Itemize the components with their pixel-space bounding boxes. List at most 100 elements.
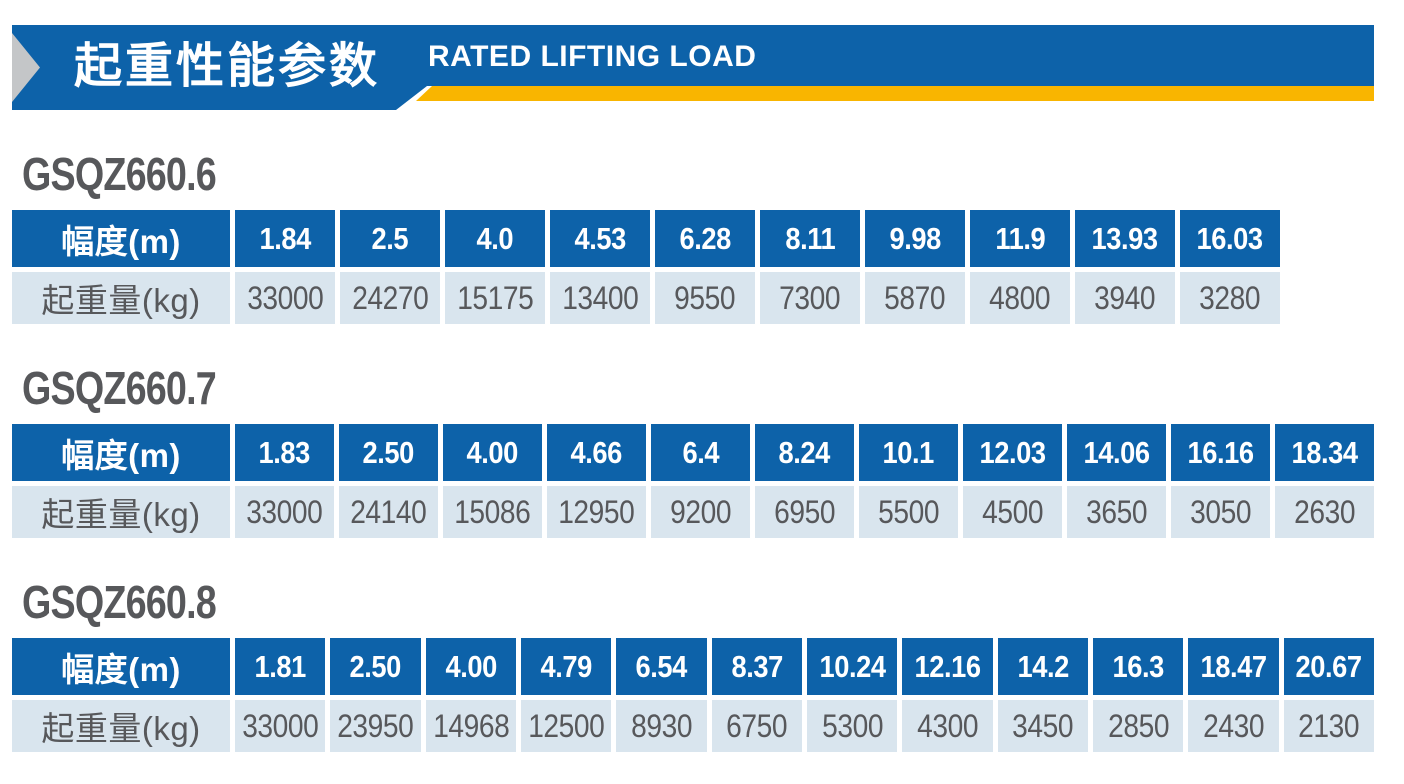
load-row-label-text: 起重量(kg) bbox=[41, 496, 201, 533]
load-value: 3280 bbox=[1199, 279, 1261, 316]
load-value: 9200 bbox=[670, 493, 731, 530]
load-value: 2850 bbox=[1107, 707, 1169, 744]
radius-value: 2.5 bbox=[371, 220, 409, 256]
load-cell: 8930 bbox=[616, 700, 707, 752]
radius-value: 2.50 bbox=[362, 434, 415, 470]
load-cell: 33000 bbox=[235, 272, 335, 324]
radius-row-label-text: 幅度(m) bbox=[61, 436, 181, 474]
radius-value: 12.16 bbox=[914, 648, 981, 684]
radius-value: 12.03 bbox=[979, 434, 1046, 470]
load-cell: 6950 bbox=[755, 486, 854, 538]
model-title: GSQZ660.6 bbox=[22, 148, 217, 200]
load-cell: 4300 bbox=[902, 700, 993, 752]
radius-cell: 2.5 bbox=[340, 210, 440, 267]
model-section-GSQZ660.7: GSQZ660.7 幅度(m) 1.83 2.50 4.00 4.66 6.4 8.24 10.… bbox=[12, 362, 1392, 538]
radius-value: 20.67 bbox=[1295, 648, 1363, 684]
radius-cell: 1.84 bbox=[235, 210, 335, 267]
radius-cell: 4.79 bbox=[520, 638, 612, 695]
load-value: 12950 bbox=[558, 493, 635, 530]
load-value: 3940 bbox=[1094, 279, 1156, 316]
load-cell: 33000 bbox=[235, 700, 326, 752]
radius-value: 4.00 bbox=[445, 648, 497, 684]
load-cell: 2130 bbox=[1283, 700, 1374, 752]
model-section-GSQZ660.8: GSQZ660.8 幅度(m) 1.81 2.50 4.00 4.79 6.54 8.37 10… bbox=[12, 579, 1392, 752]
load-cell: 3280 bbox=[1180, 272, 1280, 324]
load-value: 2430 bbox=[1202, 707, 1264, 744]
load-cell: 2630 bbox=[1275, 486, 1374, 538]
radius-value: 4.79 bbox=[540, 648, 592, 684]
load-cell: 5500 bbox=[859, 486, 958, 538]
load-cell: 3450 bbox=[997, 700, 1088, 752]
load-cell: 5300 bbox=[806, 700, 898, 752]
load-value: 3450 bbox=[1012, 707, 1074, 744]
radius-row-label: 幅度(m) bbox=[12, 424, 230, 481]
section-header-banner: 起重性能参数 RATED LIFTING LOAD bbox=[12, 25, 1374, 110]
radius-cell: 12.16 bbox=[902, 638, 993, 695]
radius-row-label: 幅度(m) bbox=[12, 638, 230, 695]
load-value: 6950 bbox=[774, 493, 835, 530]
load-cell: 23950 bbox=[330, 700, 421, 752]
load-value: 15175 bbox=[456, 279, 534, 316]
load-cell: 33000 bbox=[235, 486, 334, 538]
radius-cell: 8.37 bbox=[711, 638, 802, 695]
lifting-load-table: 幅度(m) 1.83 2.50 4.00 4.66 6.4 8.24 10.1 12.03 14.… bbox=[12, 424, 1374, 538]
load-value: 6750 bbox=[726, 707, 788, 744]
radius-row: 幅度(m) 1.81 2.50 4.00 4.79 6.54 8.37 10.24 12.16 1… bbox=[12, 638, 1374, 695]
radius-cell: 16.16 bbox=[1171, 424, 1270, 481]
model-section-GSQZ660.6: GSQZ660.6 幅度(m) 1.84 2.5 4.0 4.53 6.28 8.11 9.98… bbox=[12, 148, 1392, 324]
load-value: 13400 bbox=[561, 279, 639, 316]
load-value: 4800 bbox=[989, 279, 1051, 316]
load-value: 7300 bbox=[779, 279, 841, 316]
load-cell: 24270 bbox=[340, 272, 440, 324]
load-row: 起重量(kg) 33000 24140 15086 12950 9200 6950 5500 4… bbox=[12, 486, 1374, 538]
yellow-accent-stripe bbox=[416, 86, 1374, 101]
load-value: 5300 bbox=[821, 707, 883, 744]
section-title-chinese: 起重性能参数 bbox=[74, 40, 381, 93]
model-sections: GSQZ660.6 幅度(m) 1.84 2.5 4.0 4.53 6.28 8.11 9.98… bbox=[12, 110, 1392, 752]
radius-cell: 9.98 bbox=[865, 210, 965, 267]
radius-value: 2.50 bbox=[349, 648, 402, 684]
radius-value: 18.34 bbox=[1291, 434, 1358, 470]
radius-cell: 4.0 bbox=[445, 210, 545, 267]
load-cell: 9200 bbox=[651, 486, 750, 538]
load-cell: 3940 bbox=[1075, 272, 1175, 324]
radius-cell: 4.66 bbox=[547, 424, 646, 481]
load-value: 12500 bbox=[528, 707, 605, 744]
radius-cell: 10.1 bbox=[859, 424, 958, 481]
radius-value: 9.98 bbox=[889, 220, 941, 256]
radius-cell: 8.11 bbox=[760, 210, 860, 267]
load-value: 9550 bbox=[674, 279, 736, 316]
load-row-label: 起重量(kg) bbox=[12, 700, 230, 752]
radius-cell: 14.06 bbox=[1067, 424, 1166, 481]
model-title: GSQZ660.7 bbox=[22, 362, 217, 414]
lifting-load-table: 幅度(m) 1.84 2.5 4.0 4.53 6.28 8.11 9.98 11.9 13.93… bbox=[12, 210, 1280, 324]
load-cell: 7300 bbox=[760, 272, 860, 324]
radius-value: 4.0 bbox=[476, 220, 514, 256]
load-value: 23950 bbox=[337, 707, 414, 744]
radius-cell: 13.93 bbox=[1075, 210, 1175, 267]
radius-cell: 18.34 bbox=[1275, 424, 1374, 481]
radius-row: 幅度(m) 1.84 2.5 4.0 4.53 6.28 8.11 9.98 11.9 13.93… bbox=[12, 210, 1280, 267]
radius-cell: 10.24 bbox=[806, 638, 898, 695]
radius-cell: 20.67 bbox=[1283, 638, 1374, 695]
load-cell: 14968 bbox=[425, 700, 516, 752]
radius-value: 4.53 bbox=[574, 220, 626, 256]
load-value: 5870 bbox=[884, 279, 946, 316]
radius-cell: 14.2 bbox=[997, 638, 1088, 695]
load-row-label: 起重量(kg) bbox=[12, 272, 230, 324]
load-cell: 2850 bbox=[1092, 700, 1184, 752]
radius-row-label-text: 幅度(m) bbox=[61, 222, 181, 260]
radius-value: 6.4 bbox=[682, 434, 719, 470]
load-cell: 2430 bbox=[1188, 700, 1279, 752]
load-row-label: 起重量(kg) bbox=[12, 486, 230, 538]
radius-row-label-text: 幅度(m) bbox=[61, 650, 181, 688]
radius-value: 8.24 bbox=[778, 434, 831, 470]
load-cell: 15086 bbox=[443, 486, 542, 538]
load-value: 2630 bbox=[1294, 493, 1355, 530]
section-title-english: RATED LIFTING LOAD bbox=[428, 40, 757, 73]
load-row: 起重量(kg) 33000 24270 15175 13400 9550 7300 5870 4… bbox=[12, 272, 1280, 324]
radius-value: 4.00 bbox=[466, 434, 519, 470]
radius-value: 8.37 bbox=[731, 648, 783, 684]
load-cell: 6750 bbox=[711, 700, 802, 752]
